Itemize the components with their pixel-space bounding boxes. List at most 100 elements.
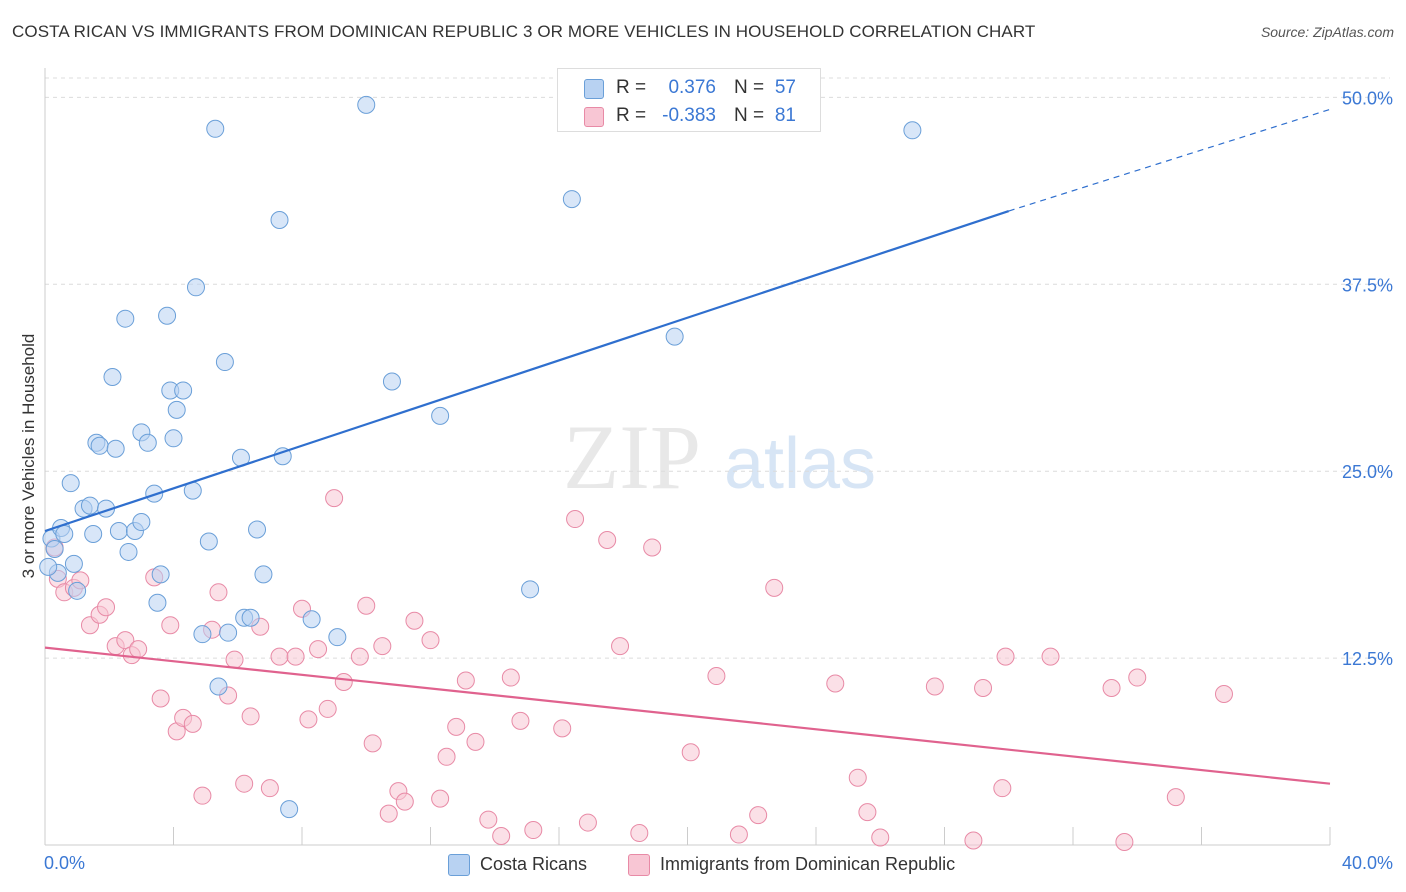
data-point-dominican — [161, 616, 180, 635]
data-point-dominican — [858, 803, 877, 822]
data-point-costa-rican — [562, 190, 581, 209]
data-point-dominican — [1166, 788, 1185, 807]
data-point-costa-rican — [521, 580, 540, 599]
data-point-costa-rican — [273, 447, 292, 466]
bottom-legend-swatch-pink — [628, 854, 650, 876]
tick-labels: 12.5% 25.0% 37.5% 50.0% 0.0% 40.0% — [44, 88, 1393, 873]
data-point-dominican — [524, 821, 543, 840]
data-point-dominican — [630, 824, 649, 843]
data-point-costa-rican — [357, 95, 376, 114]
data-point-dominican — [611, 637, 630, 656]
data-point-dominican — [363, 734, 382, 753]
watermark-atlas: atlas — [724, 424, 876, 504]
data-point-costa-rican — [186, 278, 205, 297]
data-point-costa-rican — [109, 522, 128, 541]
watermark: ZIP atlas — [563, 406, 876, 508]
data-point-costa-rican — [80, 496, 99, 515]
data-point-costa-rican — [151, 565, 170, 584]
data-point-dominican — [241, 707, 260, 726]
data-point-costa-rican — [132, 513, 151, 532]
data-point-costa-rican — [116, 309, 135, 328]
data-point-costa-rican — [45, 539, 64, 558]
data-point-costa-rican — [903, 121, 922, 140]
data-point-costa-rican — [206, 119, 225, 138]
data-point-costa-rican — [241, 608, 260, 627]
data-point-dominican — [749, 806, 768, 825]
data-point-dominican — [151, 689, 170, 708]
data-point-dominican — [325, 489, 344, 508]
data-point-costa-rican — [248, 520, 267, 539]
data-point-dominican — [1214, 684, 1233, 703]
data-point-dominican — [129, 640, 148, 659]
data-point-costa-rican — [199, 532, 218, 551]
data-point-dominican — [511, 711, 530, 730]
data-point-dominican — [357, 596, 376, 615]
data-point-dominican — [871, 828, 890, 847]
data-point-dominican — [578, 813, 597, 832]
legend-n-label: N = — [734, 77, 765, 98]
data-point-dominican — [707, 667, 726, 686]
trend-line-costa-ricans-extension — [1008, 108, 1331, 212]
x-tick-label: 40.0% — [1342, 853, 1393, 873]
data-point-dominican — [183, 714, 202, 733]
data-point-costa-rican — [138, 433, 157, 452]
data-point-costa-rican — [64, 554, 83, 573]
data-point-costa-rican — [119, 542, 138, 561]
y-tick-label: 50.0% — [1342, 88, 1393, 108]
data-point-dominican — [826, 674, 845, 693]
legend-r-label: R = — [616, 77, 647, 98]
data-point-dominican — [643, 538, 662, 557]
correlation-legend: R = 0.376 N = 57 R = -0.383 N = 81 — [557, 68, 821, 132]
data-point-dominican — [379, 804, 398, 823]
data-point-dominican — [553, 719, 572, 738]
bottom-legend-swatch-blue — [448, 854, 470, 876]
data-point-costa-rican — [219, 623, 238, 642]
data-point-dominican — [1102, 679, 1121, 698]
series-dominican-points — [45, 489, 1233, 852]
data-point-dominican — [209, 583, 228, 602]
data-point-dominican — [501, 668, 520, 687]
y-tick-label: 12.5% — [1342, 649, 1393, 669]
y-tick-label: 37.5% — [1342, 275, 1393, 295]
legend-r-value: 0.376 — [668, 77, 716, 98]
data-point-costa-rican — [270, 211, 289, 230]
data-point-dominican — [729, 825, 748, 844]
data-point-dominican — [479, 810, 498, 829]
bottom-legend-label: Costa Ricans — [480, 854, 588, 874]
watermark-zip: ZIP — [563, 406, 701, 508]
legend-r-label: R = — [616, 105, 647, 126]
x-tick-label: 0.0% — [44, 853, 85, 873]
data-point-dominican — [421, 631, 440, 650]
legend-row-costa-ricans: R = 0.376 N = 57 — [558, 73, 820, 101]
source-label: Source: ZipAtlas.com — [1260, 24, 1394, 40]
data-point-dominican — [350, 647, 369, 666]
data-point-costa-rican — [39, 557, 58, 576]
data-point-dominican — [286, 647, 305, 666]
data-point-dominican — [765, 578, 784, 597]
data-point-dominican — [466, 732, 485, 751]
data-point-costa-rican — [431, 406, 450, 425]
trend-line-costa-ricans — [44, 209, 1010, 533]
legend-swatch-pink — [584, 107, 604, 127]
data-point-costa-rican — [174, 381, 193, 400]
legend-n-value: 57 — [774, 77, 796, 98]
y-tick-label: 25.0% — [1342, 462, 1393, 482]
data-point-costa-rican — [84, 524, 103, 543]
data-point-costa-rican — [215, 353, 234, 372]
data-point-dominican — [395, 792, 414, 811]
data-point-costa-rican — [164, 429, 183, 448]
data-point-costa-rican — [167, 400, 186, 419]
data-point-dominican — [235, 774, 254, 793]
y-axis-label: 3 or more Vehicles in Household — [19, 334, 38, 579]
data-point-dominican — [299, 710, 318, 729]
axes — [44, 68, 1331, 846]
data-point-dominican — [848, 768, 867, 787]
trend-line-dominican — [44, 646, 1331, 785]
legend-swatch-blue — [584, 79, 604, 99]
data-point-costa-rican — [665, 327, 684, 346]
data-point-costa-rican — [68, 581, 87, 600]
legend-n-label: N = — [734, 105, 765, 126]
data-point-dominican — [964, 831, 983, 850]
data-point-dominican — [996, 647, 1015, 666]
